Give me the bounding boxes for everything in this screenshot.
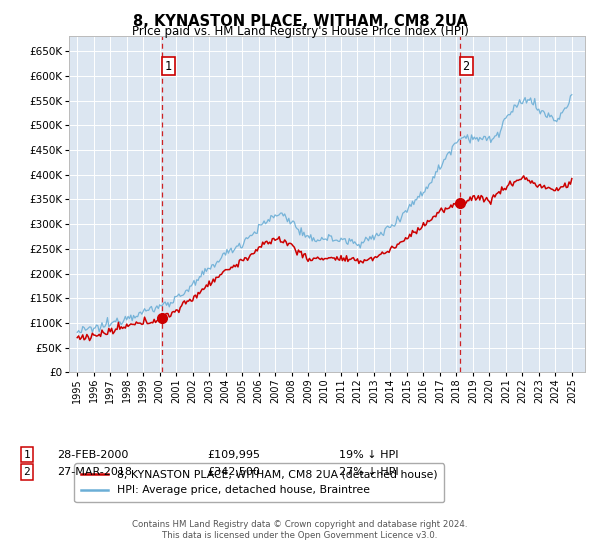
Text: 2: 2 <box>463 59 470 73</box>
Text: 28-FEB-2000: 28-FEB-2000 <box>57 450 128 460</box>
Text: 8, KYNASTON PLACE, WITHAM, CM8 2UA: 8, KYNASTON PLACE, WITHAM, CM8 2UA <box>133 14 467 29</box>
Text: 27% ↓ HPI: 27% ↓ HPI <box>339 467 398 477</box>
Text: Contains HM Land Registry data © Crown copyright and database right 2024.
This d: Contains HM Land Registry data © Crown c… <box>132 520 468 540</box>
Text: 1: 1 <box>23 450 31 460</box>
Text: 27-MAR-2018: 27-MAR-2018 <box>57 467 132 477</box>
Text: £109,995: £109,995 <box>207 450 260 460</box>
Text: Price paid vs. HM Land Registry's House Price Index (HPI): Price paid vs. HM Land Registry's House … <box>131 25 469 38</box>
Text: £342,500: £342,500 <box>207 467 260 477</box>
Text: 2: 2 <box>23 467 31 477</box>
Legend: 8, KYNASTON PLACE, WITHAM, CM8 2UA (detached house), HPI: Average price, detache: 8, KYNASTON PLACE, WITHAM, CM8 2UA (deta… <box>74 464 444 502</box>
Text: 1: 1 <box>164 59 172 73</box>
Text: 19% ↓ HPI: 19% ↓ HPI <box>339 450 398 460</box>
